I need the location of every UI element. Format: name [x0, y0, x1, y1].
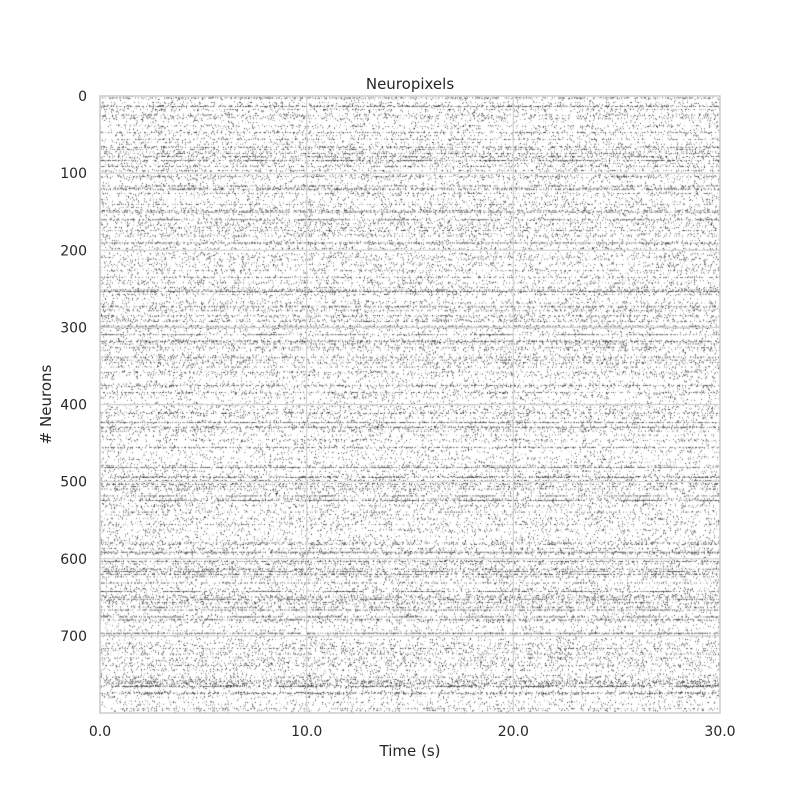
- plot-frame: [99, 95, 721, 714]
- chart-title: Neuropixels: [366, 75, 454, 93]
- x-axis-label: Time (s): [379, 742, 441, 760]
- y-tick-label: 400: [60, 398, 87, 414]
- y-axis-ticks: 0 100 200 300 400 500 600 700: [60, 89, 87, 645]
- x-tick-label: 30.0: [704, 724, 735, 740]
- x-axis-ticks: 0.0 10.0 20.0 30.0: [89, 724, 736, 740]
- y-tick-label: 0: [78, 89, 87, 105]
- x-tick-label: 10.0: [291, 724, 322, 740]
- y-tick-label: 600: [60, 552, 87, 568]
- y-tick-label: 200: [60, 243, 87, 259]
- y-tick-label: 500: [60, 475, 87, 491]
- y-tick-label: 100: [60, 166, 87, 182]
- x-tick-label: 20.0: [498, 724, 529, 740]
- y-tick-label: 300: [60, 320, 87, 336]
- grid-lines: [100, 96, 720, 713]
- y-tick-label: 700: [60, 629, 87, 645]
- y-axis-label: # Neurons: [37, 365, 55, 445]
- x-tick-label: 0.0: [89, 724, 111, 740]
